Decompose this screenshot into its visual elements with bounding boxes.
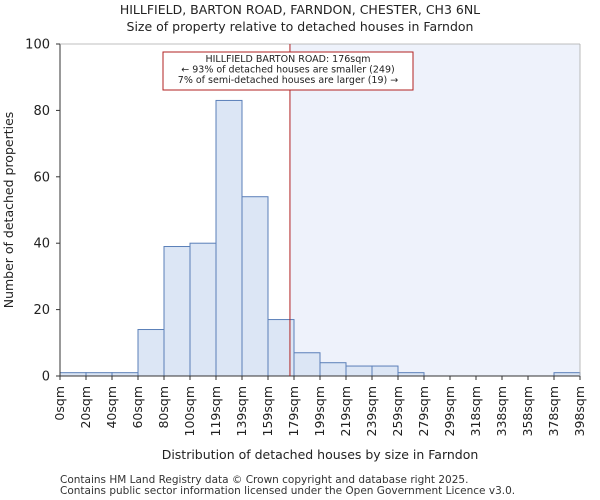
- x-tick-label: 398sqm: [572, 386, 587, 436]
- x-tick-label: 279sqm: [416, 386, 431, 436]
- x-tick-label: 199sqm: [312, 386, 327, 436]
- x-tick-label: 299sqm: [442, 386, 457, 436]
- x-tick-label: 100sqm: [182, 386, 197, 436]
- bar-60sqm: [137, 329, 165, 377]
- bar-80sqm: [163, 246, 191, 377]
- annotation-box: [162, 51, 414, 91]
- bar-139sqm: [241, 196, 269, 377]
- x-tick-label: 0sqm: [52, 386, 67, 421]
- y-axis-title: Number of detached properties: [1, 112, 16, 309]
- x-tick-label: 259sqm: [390, 386, 405, 436]
- annotation-line-1: HILLFIELD BARTON ROAD: 176sqm: [205, 54, 370, 65]
- annotation-line-3: 7% of semi-detached houses are larger (1…: [178, 75, 398, 86]
- bar-219sqm: [345, 365, 373, 377]
- bar-179sqm: [293, 352, 321, 377]
- y-tick-label: 80: [33, 104, 50, 119]
- bar-100sqm: [189, 242, 217, 377]
- footer-licence: Contains public sector information licen…: [60, 485, 516, 497]
- x-tick-label: 139sqm: [234, 386, 249, 436]
- bar-239sqm: [371, 365, 399, 377]
- footer-copyright: Contains HM Land Registry data © Crown c…: [60, 474, 469, 486]
- y-tick-label: 100: [25, 38, 50, 53]
- y-tick-label: 20: [33, 303, 50, 318]
- x-tick-label: 159sqm: [260, 386, 275, 436]
- bar-199sqm: [319, 362, 347, 377]
- x-tick-label: 80sqm: [156, 386, 171, 429]
- x-tick-label: 318sqm: [468, 386, 483, 436]
- x-axis-title: Distribution of detached houses by size …: [162, 447, 479, 462]
- y-tick-label: 0: [42, 370, 50, 385]
- x-tick-label: 378sqm: [546, 386, 561, 436]
- x-tick-label: 239sqm: [364, 386, 379, 436]
- bar-119sqm: [215, 99, 243, 377]
- x-tick-label: 60sqm: [130, 386, 145, 429]
- x-tick-label: 119sqm: [208, 386, 223, 436]
- larger-region-shade: [289, 44, 580, 376]
- chart-title-subtitle: Size of property relative to detached ho…: [126, 19, 474, 34]
- x-tick-label: 219sqm: [338, 386, 353, 436]
- x-tick-label: 358sqm: [520, 386, 535, 436]
- chart-title-address: HILLFIELD, BARTON ROAD, FARNDON, CHESTER…: [119, 2, 481, 17]
- y-tick-label: 60: [33, 170, 50, 185]
- x-tick-label: 179sqm: [286, 386, 301, 436]
- x-tick-label: 338sqm: [494, 386, 509, 436]
- y-tick-label: 40: [33, 237, 50, 252]
- x-tick-label: 20sqm: [78, 386, 93, 429]
- x-tick-label: 40sqm: [104, 386, 119, 429]
- annotation-line-2: ← 93% of detached houses are smaller (24…: [181, 65, 394, 76]
